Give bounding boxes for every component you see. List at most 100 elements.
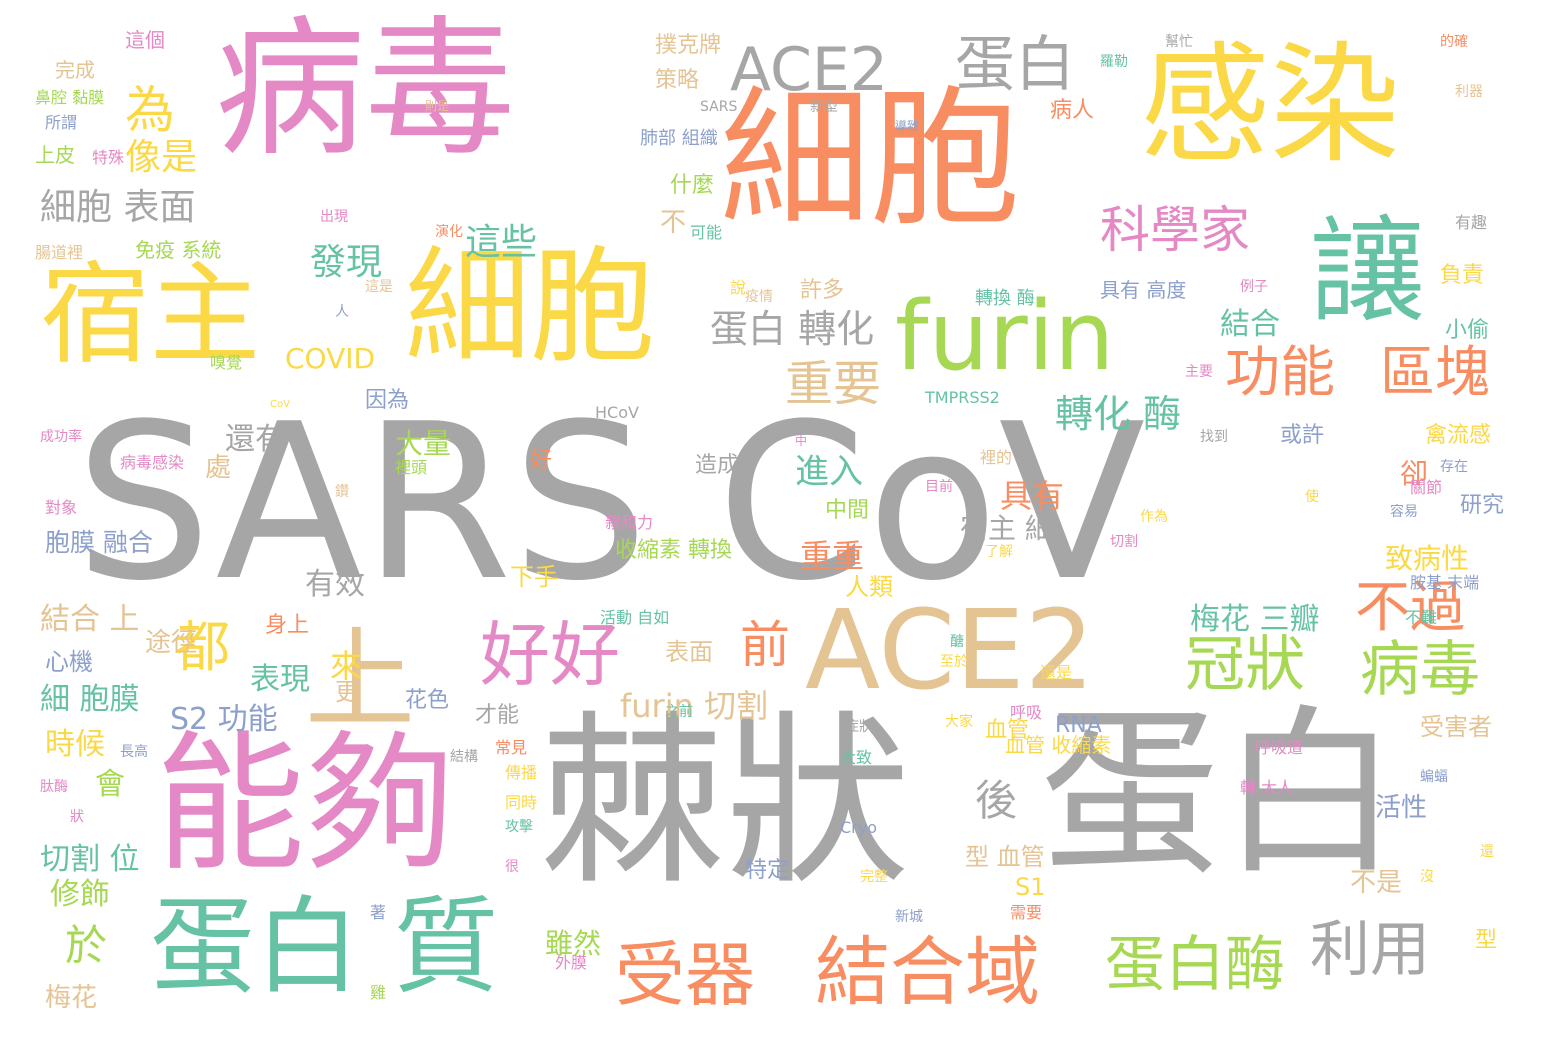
- cloud-word: 上皮: [35, 143, 75, 167]
- cloud-word: 血管 收縮素: [1005, 733, 1112, 757]
- cloud-word: 傳播: [505, 763, 538, 782]
- cloud-word: 胺基 末端: [1410, 573, 1480, 592]
- cloud-word: furin: [895, 282, 1115, 392]
- cloud-word: 細胞 表面: [40, 187, 196, 228]
- cloud-word: 中間: [825, 498, 870, 523]
- cloud-word: 著: [370, 903, 387, 922]
- cloud-word: CoV: [270, 399, 290, 410]
- cloud-word: 撲克牌: [655, 33, 722, 58]
- cloud-word: 轉 大人: [1240, 778, 1294, 797]
- cloud-word: 雖然: [545, 927, 602, 960]
- cloud-word: 造成: [695, 453, 740, 478]
- cloud-word: 卻: [1400, 457, 1429, 490]
- cloud-word: 切割 位: [40, 842, 140, 877]
- cloud-word: furin 切割: [620, 687, 769, 725]
- cloud-word: 大致: [840, 748, 873, 767]
- cloud-word: 說: [730, 278, 747, 297]
- cloud-word: 特殊: [92, 148, 125, 167]
- cloud-word: 蝙蝠: [1420, 769, 1448, 785]
- cloud-word: 需要: [1010, 903, 1043, 922]
- cloud-word: 收縮素 轉換: [615, 538, 732, 563]
- cloud-word: 狀: [70, 809, 84, 825]
- cloud-word: ACE2: [730, 35, 888, 105]
- cloud-word: 更: [335, 678, 359, 706]
- cloud-word: 肺部 組織: [640, 128, 718, 149]
- cloud-word: 病毒感染: [120, 453, 185, 472]
- cloud-word: 的確: [1440, 34, 1468, 50]
- cloud-word: 還是: [1040, 663, 1073, 682]
- cloud-word: 這些: [465, 222, 538, 263]
- cloud-word: 心機: [45, 648, 93, 676]
- cloud-word: 症狀: [845, 719, 873, 735]
- cloud-word: 結合 上: [40, 602, 140, 637]
- cloud-word: SARS CoV: [75, 377, 1146, 628]
- cloud-word: 利用: [1310, 915, 1430, 985]
- cloud-word: 沒: [1420, 869, 1434, 885]
- cloud-word: 途徑: [145, 628, 198, 658]
- cloud-word: 進入: [795, 452, 863, 492]
- cloud-word: 了解: [985, 544, 1013, 560]
- cloud-word: 宿主 細: [960, 512, 1053, 545]
- cloud-word: 特定: [745, 858, 790, 883]
- cloud-word: 對象: [45, 498, 78, 517]
- cloud-word: 呼吸: [1010, 703, 1043, 722]
- cloud-word: 後: [975, 776, 1018, 825]
- cloud-word: 導致: [895, 119, 920, 133]
- cloud-word: 因為: [365, 388, 410, 413]
- cloud-word: 來: [330, 647, 363, 685]
- cloud-word: 病毒: [215, 3, 516, 177]
- cloud-word: 容易: [1390, 504, 1418, 520]
- cloud-word: 有趣: [1455, 213, 1488, 232]
- cloud-word: 科學家: [1100, 201, 1250, 259]
- cloud-word: 人: [335, 304, 349, 320]
- cloud-word: 嗅覺: [210, 353, 243, 372]
- cloud-word: 負責: [1440, 263, 1485, 288]
- cloud-word: 冠狀: [1185, 630, 1305, 700]
- cloud-word: 不難: [1405, 608, 1438, 627]
- cloud-word: 大家: [945, 714, 973, 730]
- cloud-word: TMPRSS2: [925, 388, 1000, 407]
- cloud-word: 活動 自如: [600, 608, 670, 627]
- cloud-word: 表現: [250, 662, 310, 697]
- cloud-word: 蛋白 質: [150, 886, 499, 1008]
- cloud-word: 小偷: [1445, 318, 1490, 343]
- cloud-word: 有效: [305, 567, 365, 602]
- cloud-word: HCoV: [595, 403, 639, 422]
- cloud-word: 上: [305, 616, 415, 744]
- cloud-word: 醣: [950, 634, 964, 650]
- cloud-word: 策略: [655, 68, 700, 93]
- cloud-word: 身上: [265, 613, 310, 638]
- cloud-word: 研究: [1460, 493, 1505, 518]
- cloud-word: 好: [530, 448, 553, 473]
- cloud-word: 結合: [1220, 307, 1280, 342]
- cloud-word: 存在: [1440, 459, 1468, 475]
- cloud-word: 細胞: [405, 235, 655, 380]
- cloud-word: S2 功能: [170, 702, 278, 737]
- cloud-word: 作為: [1140, 509, 1168, 525]
- cloud-word: 於: [65, 921, 108, 970]
- cloud-word: 時候: [45, 727, 105, 762]
- cloud-word: 細胞: [720, 73, 1021, 247]
- cloud-word: 成功率: [40, 429, 82, 445]
- cloud-word: 利器: [1455, 84, 1483, 100]
- cloud-word: 長高: [120, 744, 148, 760]
- cloud-word: 型 血管: [965, 843, 1045, 871]
- cloud-word: 感染: [1140, 29, 1401, 181]
- cloud-word: 幫忙: [1165, 34, 1193, 50]
- cloud-word: 重重: [800, 537, 865, 575]
- cloud-word: 關節: [1410, 478, 1443, 497]
- cloud-word: SARS: [700, 99, 738, 115]
- cloud-word: 修飾: [50, 877, 110, 912]
- cloud-word: 新型: [810, 99, 838, 115]
- cloud-word: ACE2: [805, 586, 1095, 714]
- cloud-word: 受害者: [1420, 713, 1492, 741]
- cloud-word: 許多: [800, 278, 845, 303]
- cloud-word: 完成: [55, 58, 95, 82]
- cloud-word: 很: [505, 859, 519, 875]
- cloud-word: 親和力: [605, 513, 654, 532]
- cloud-word: 梅花: [45, 983, 98, 1013]
- cloud-word: 羅勒: [1100, 54, 1128, 70]
- cloud-word: 雞: [370, 983, 387, 1002]
- cloud-word: 都: [175, 615, 231, 679]
- cloud-word: 還有: [225, 422, 285, 457]
